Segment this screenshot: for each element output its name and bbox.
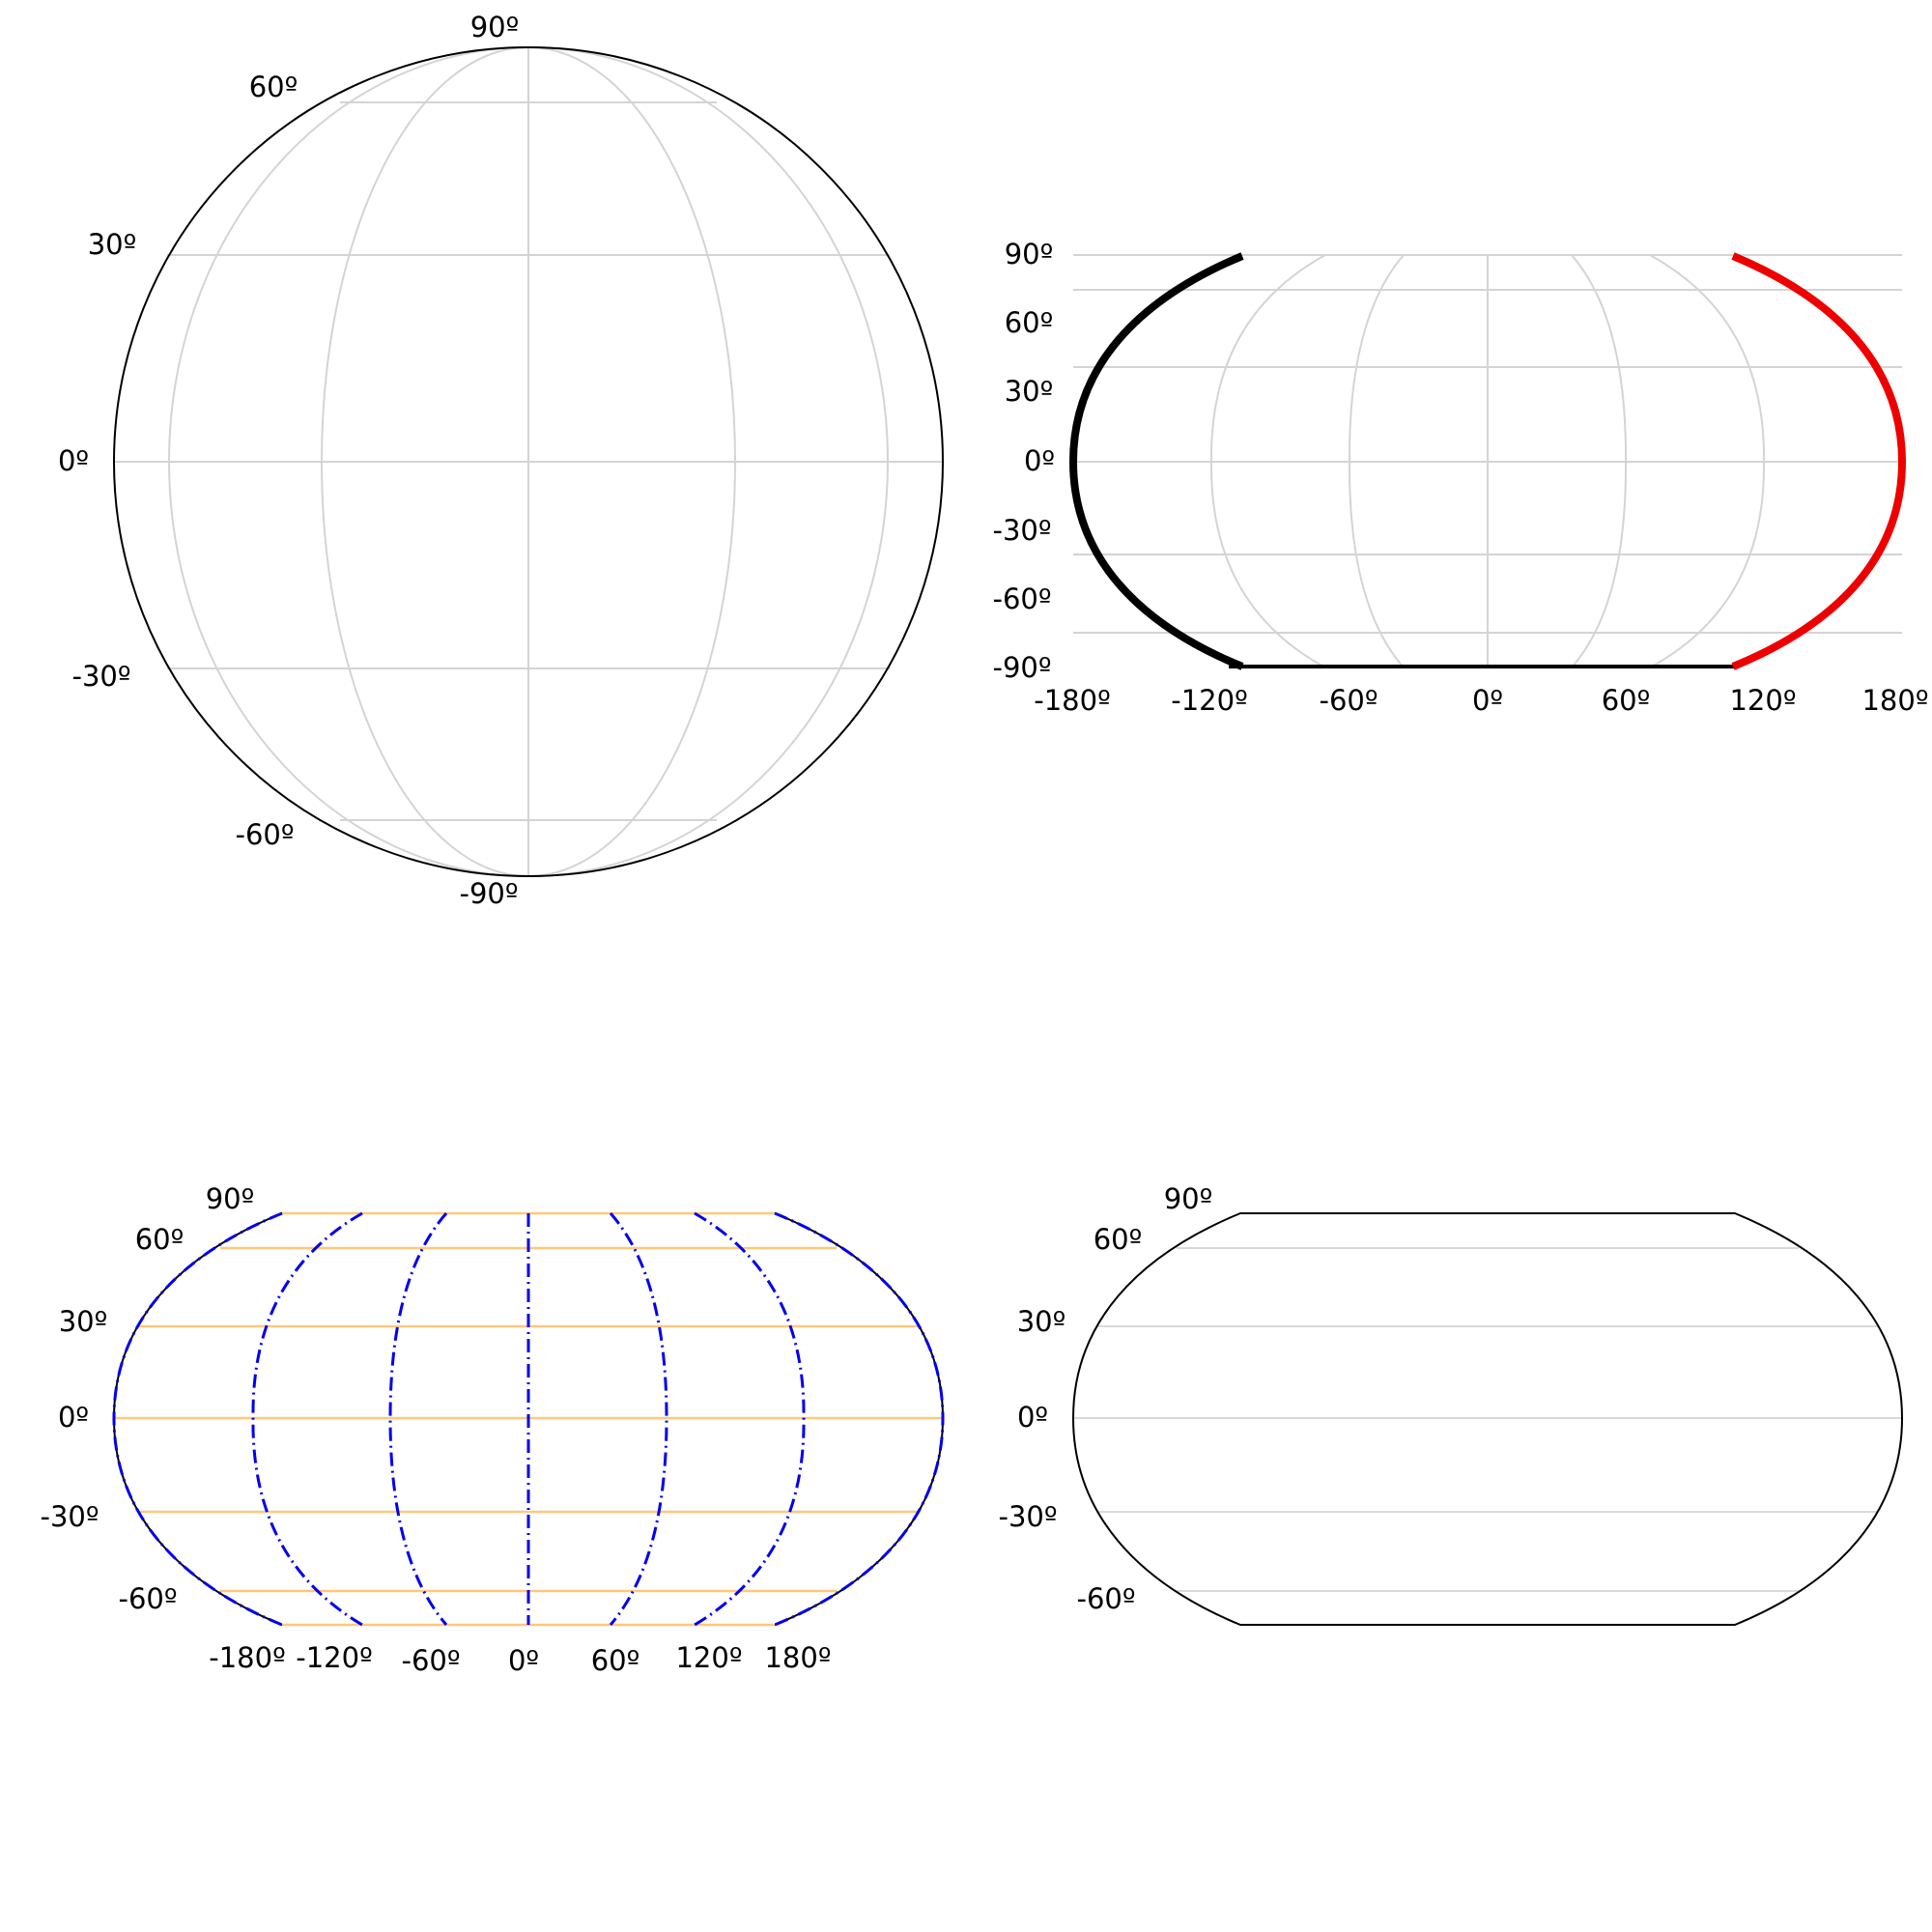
edge-meridian: [112, 1211, 283, 1627]
lat-label: 60º: [135, 1223, 185, 1256]
map-parallels-only-lat-labels: 90º 60º 30º 0º -30º -60º: [998, 1182, 1212, 1615]
lat-label: -60º: [992, 582, 1051, 615]
meridian-line: [1348, 254, 1405, 668]
lat-label: 30º: [59, 1305, 108, 1338]
left-edge-curve: [1068, 252, 1244, 670]
meridian-line: [1209, 254, 1326, 668]
lat-label: -30º: [998, 1500, 1057, 1533]
lat-label: -60º: [235, 818, 294, 851]
lon-label: 60º: [1602, 684, 1651, 717]
lat-label: 90º: [470, 11, 520, 43]
meridian-line: [251, 1211, 363, 1627]
lat-label: -60º: [118, 1582, 177, 1615]
lat-label: 90º: [1005, 238, 1054, 270]
lat-label: -60º: [1076, 1582, 1135, 1615]
map-right-graticule: [1073, 254, 1902, 668]
lat-label: -30º: [992, 514, 1051, 547]
lat-label: 60º: [249, 71, 298, 103]
map-colored-grid-lat-labels: 90º 60º 30º 0º -30º -60º: [40, 1182, 254, 1615]
map-colored-grid-panel: 90º 60º 30º 0º -30º -60º -180º -120º -60…: [40, 1182, 945, 1677]
lon-label: 0º: [508, 1644, 539, 1677]
lat-label: 60º: [1005, 306, 1054, 339]
lon-label: -120º: [1171, 684, 1247, 717]
globe-panel: 90º 60º 30º 0º -30º -60º -90º: [58, 11, 944, 910]
lat-label: -30º: [71, 660, 130, 693]
lon-label: 120º: [675, 1641, 742, 1674]
meridian-line: [1571, 254, 1628, 668]
lat-label: 0º: [1017, 1401, 1048, 1434]
globe-outline: [113, 46, 944, 877]
lon-label: 0º: [1472, 684, 1503, 717]
lat-label: 90º: [1164, 1182, 1213, 1215]
lat-label: 60º: [1094, 1223, 1143, 1256]
map-parallels-only-panel: 90º 60º 30º 0º -30º -60º: [998, 1182, 1904, 1626]
map-right-lat-labels: 90º 60º 30º 0º -30º -60º -90º: [992, 238, 1055, 684]
blue-meridians: [112, 1211, 945, 1627]
right-edge-curve: [1731, 252, 1907, 670]
map-right-lon-labels: -180º -120º -60º 0º 60º 120º 180º: [1034, 684, 1928, 717]
lon-label: 120º: [1729, 684, 1796, 717]
lon-label: -60º: [1319, 684, 1378, 717]
globe-graticule: [114, 46, 943, 877]
lon-label: 60º: [591, 1644, 640, 1677]
lat-label: 0º: [58, 1401, 89, 1434]
lon-label: 180º: [764, 1641, 831, 1674]
lat-label: -30º: [40, 1500, 99, 1533]
lat-label: -90º: [459, 877, 518, 910]
lon-label: -180º: [209, 1641, 285, 1674]
lat-label: 30º: [88, 228, 137, 261]
lat-label: 90º: [206, 1182, 255, 1215]
lat-label: 0º: [1024, 444, 1055, 477]
meridian-line: [388, 1212, 448, 1626]
lat-label: 0º: [58, 444, 89, 477]
lat-label: -90º: [992, 651, 1051, 684]
lat-label: 30º: [1005, 375, 1054, 408]
edge-meridian: [774, 1211, 945, 1627]
lat-label: 30º: [1017, 1305, 1066, 1338]
map-outline: [1071, 1212, 1904, 1626]
lon-label: -120º: [296, 1641, 372, 1674]
meridian-line: [609, 1212, 668, 1626]
meridian-line: [1649, 254, 1766, 668]
lon-label: 180º: [1861, 684, 1928, 717]
meridian-line: [694, 1211, 806, 1627]
map-parallels-only-grid: [1073, 1247, 1902, 1592]
map-colored-grid-lon-labels: -180º -120º -60º 0º 60º 120º 180º: [209, 1641, 831, 1677]
lon-label: -60º: [401, 1644, 460, 1677]
lon-label: -180º: [1034, 684, 1110, 717]
globe-lat-labels: 90º 60º 30º 0º -30º -60º -90º: [58, 11, 519, 910]
map-right-panel: 90º 60º 30º 0º -30º -60º -90º -180º -120…: [992, 238, 1928, 717]
